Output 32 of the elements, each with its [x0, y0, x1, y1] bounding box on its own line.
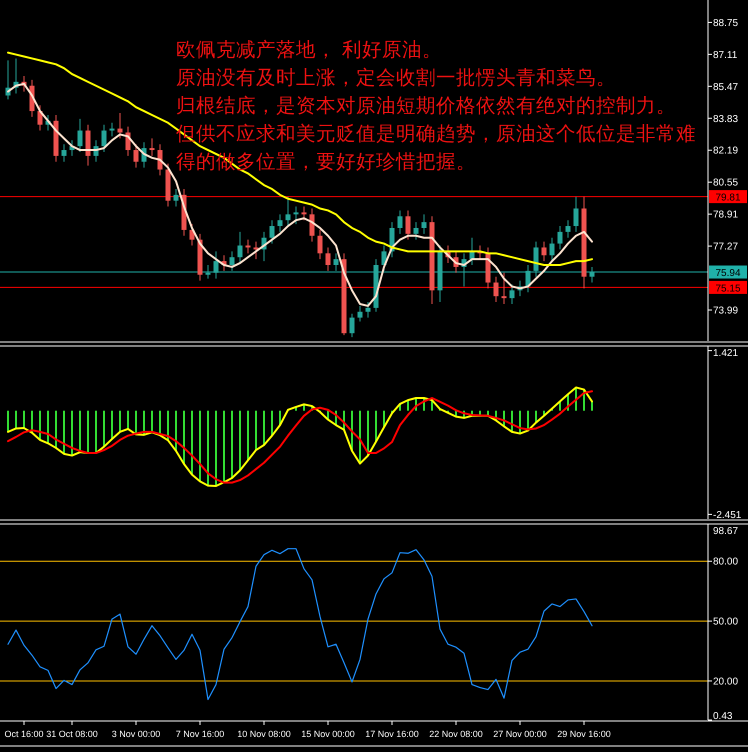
y-tick-label: 88.75 [713, 18, 738, 29]
y-tick-label: 78.91 [713, 210, 738, 221]
x-tick-label: 3 Nov 00:00 [112, 729, 160, 739]
y-tick-label: 0.43 [713, 711, 733, 722]
y-tick-label: 1.421 [713, 348, 738, 359]
x-tick-label: 27 Nov 00:00 [493, 729, 547, 739]
ref-line-label: 75.15 [715, 283, 741, 294]
annotation: 原油没有及时上涨，定会收割一批愣头青和菜鸟。 [176, 66, 616, 89]
y-tick-label: 85.47 [713, 82, 738, 93]
x-tick-label: 7 Nov 16:00 [176, 729, 224, 739]
y-tick-label: 83.83 [713, 114, 738, 125]
y-tick-label: 82.19 [713, 146, 738, 157]
x-tick-label: 10 Nov 08:00 [237, 729, 291, 739]
y-tick-label: -2.451 [713, 510, 742, 521]
annotation: 欧佩克减产落地， 利好原油。 [176, 38, 442, 61]
x-tick-label: 17 Nov 16:00 [365, 729, 419, 739]
y-tick-label: 98.67 [713, 526, 738, 537]
y-tick-label: 77.27 [713, 242, 738, 253]
annotation: 归根结底，是资本对原油短期价格依然有绝对的控制力。 [176, 94, 676, 117]
y-tick-label: 20.00 [713, 676, 738, 688]
x-tick-label: 15 Nov 00:00 [301, 729, 355, 739]
x-tick-label: 29 Nov 16:00 [557, 729, 611, 739]
y-tick-label: 87.11 [713, 50, 738, 61]
y-tick-label: 73.99 [713, 306, 738, 317]
x-tick-label: 31 Oct 08:00 [46, 729, 98, 739]
x-tick-label: 22 Nov 08:00 [429, 729, 483, 739]
ref-line-label: 75.94 [715, 268, 741, 280]
x-tick-label: Oct 16:00 [4, 729, 44, 739]
y-tick-label: 80.55 [713, 178, 738, 189]
y-tick-label: 50.00 [713, 616, 738, 628]
y-tick-label: 80.00 [713, 556, 738, 568]
ref-line-label: 79.81 [715, 192, 741, 204]
